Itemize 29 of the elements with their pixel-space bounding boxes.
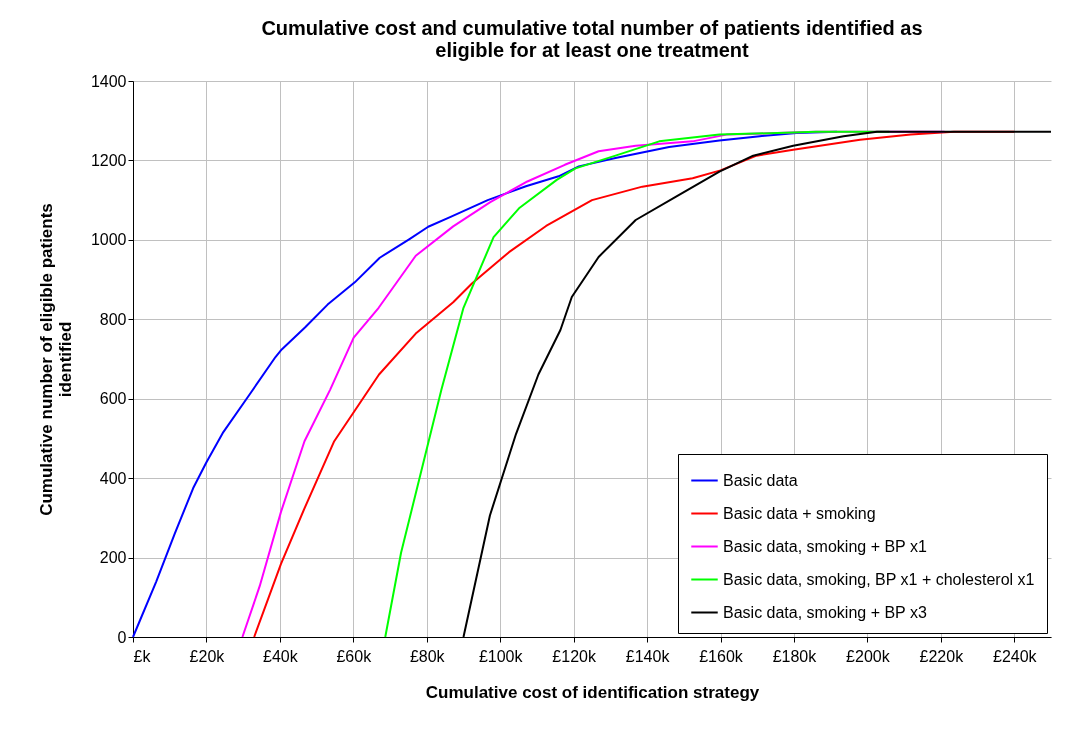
chart-title: Cumulative cost and cumulative total number of patients identified as eligible for at least one treatment — [261, 17, 923, 61]
x-tick-label: £240k — [992, 647, 1038, 665]
y-tick-label: 400 — [99, 469, 127, 487]
y-tick-label: 1400 — [90, 72, 127, 90]
y-tick-label: 1200 — [90, 151, 127, 169]
x-tick-label: £60k — [336, 647, 373, 665]
x-tick-label: £180k — [772, 647, 818, 665]
y-tick-label: 1000 — [90, 231, 127, 249]
x-tick-label: £20k — [189, 647, 226, 665]
x-tick-label: £220k — [919, 647, 965, 665]
x-tick-label: £k — [133, 647, 152, 665]
legend-label: Basic data — [723, 471, 798, 489]
legend-label: Basic data, smoking, BP x1 + cholesterol x1 — [723, 570, 1035, 588]
y-tick-label: 600 — [99, 390, 127, 408]
legend-label: Basic data, smoking + BP x3 — [723, 603, 927, 621]
y-tick-label: 200 — [99, 549, 127, 567]
legend-label: Basic data + smoking — [723, 504, 876, 522]
x-axis-title: Cumulative cost of identification strategy — [425, 682, 760, 702]
x-tick-label: £40k — [263, 647, 299, 665]
x-tick-label: £200k — [846, 647, 891, 665]
x-tick-label: £100k — [478, 647, 524, 665]
x-tick-label: £120k — [552, 647, 597, 665]
x-tick-label: £140k — [625, 647, 671, 665]
x-tick-label: £160k — [699, 647, 744, 665]
x-tick-label: £80k — [409, 647, 446, 665]
y-tick-label: 800 — [99, 310, 127, 328]
legend-label: Basic data, smoking + BP x1 — [723, 537, 927, 555]
y-tick-label: 0 — [117, 628, 127, 646]
y-axis-title: Cumulative number of eligible patients identified — [36, 203, 75, 516]
